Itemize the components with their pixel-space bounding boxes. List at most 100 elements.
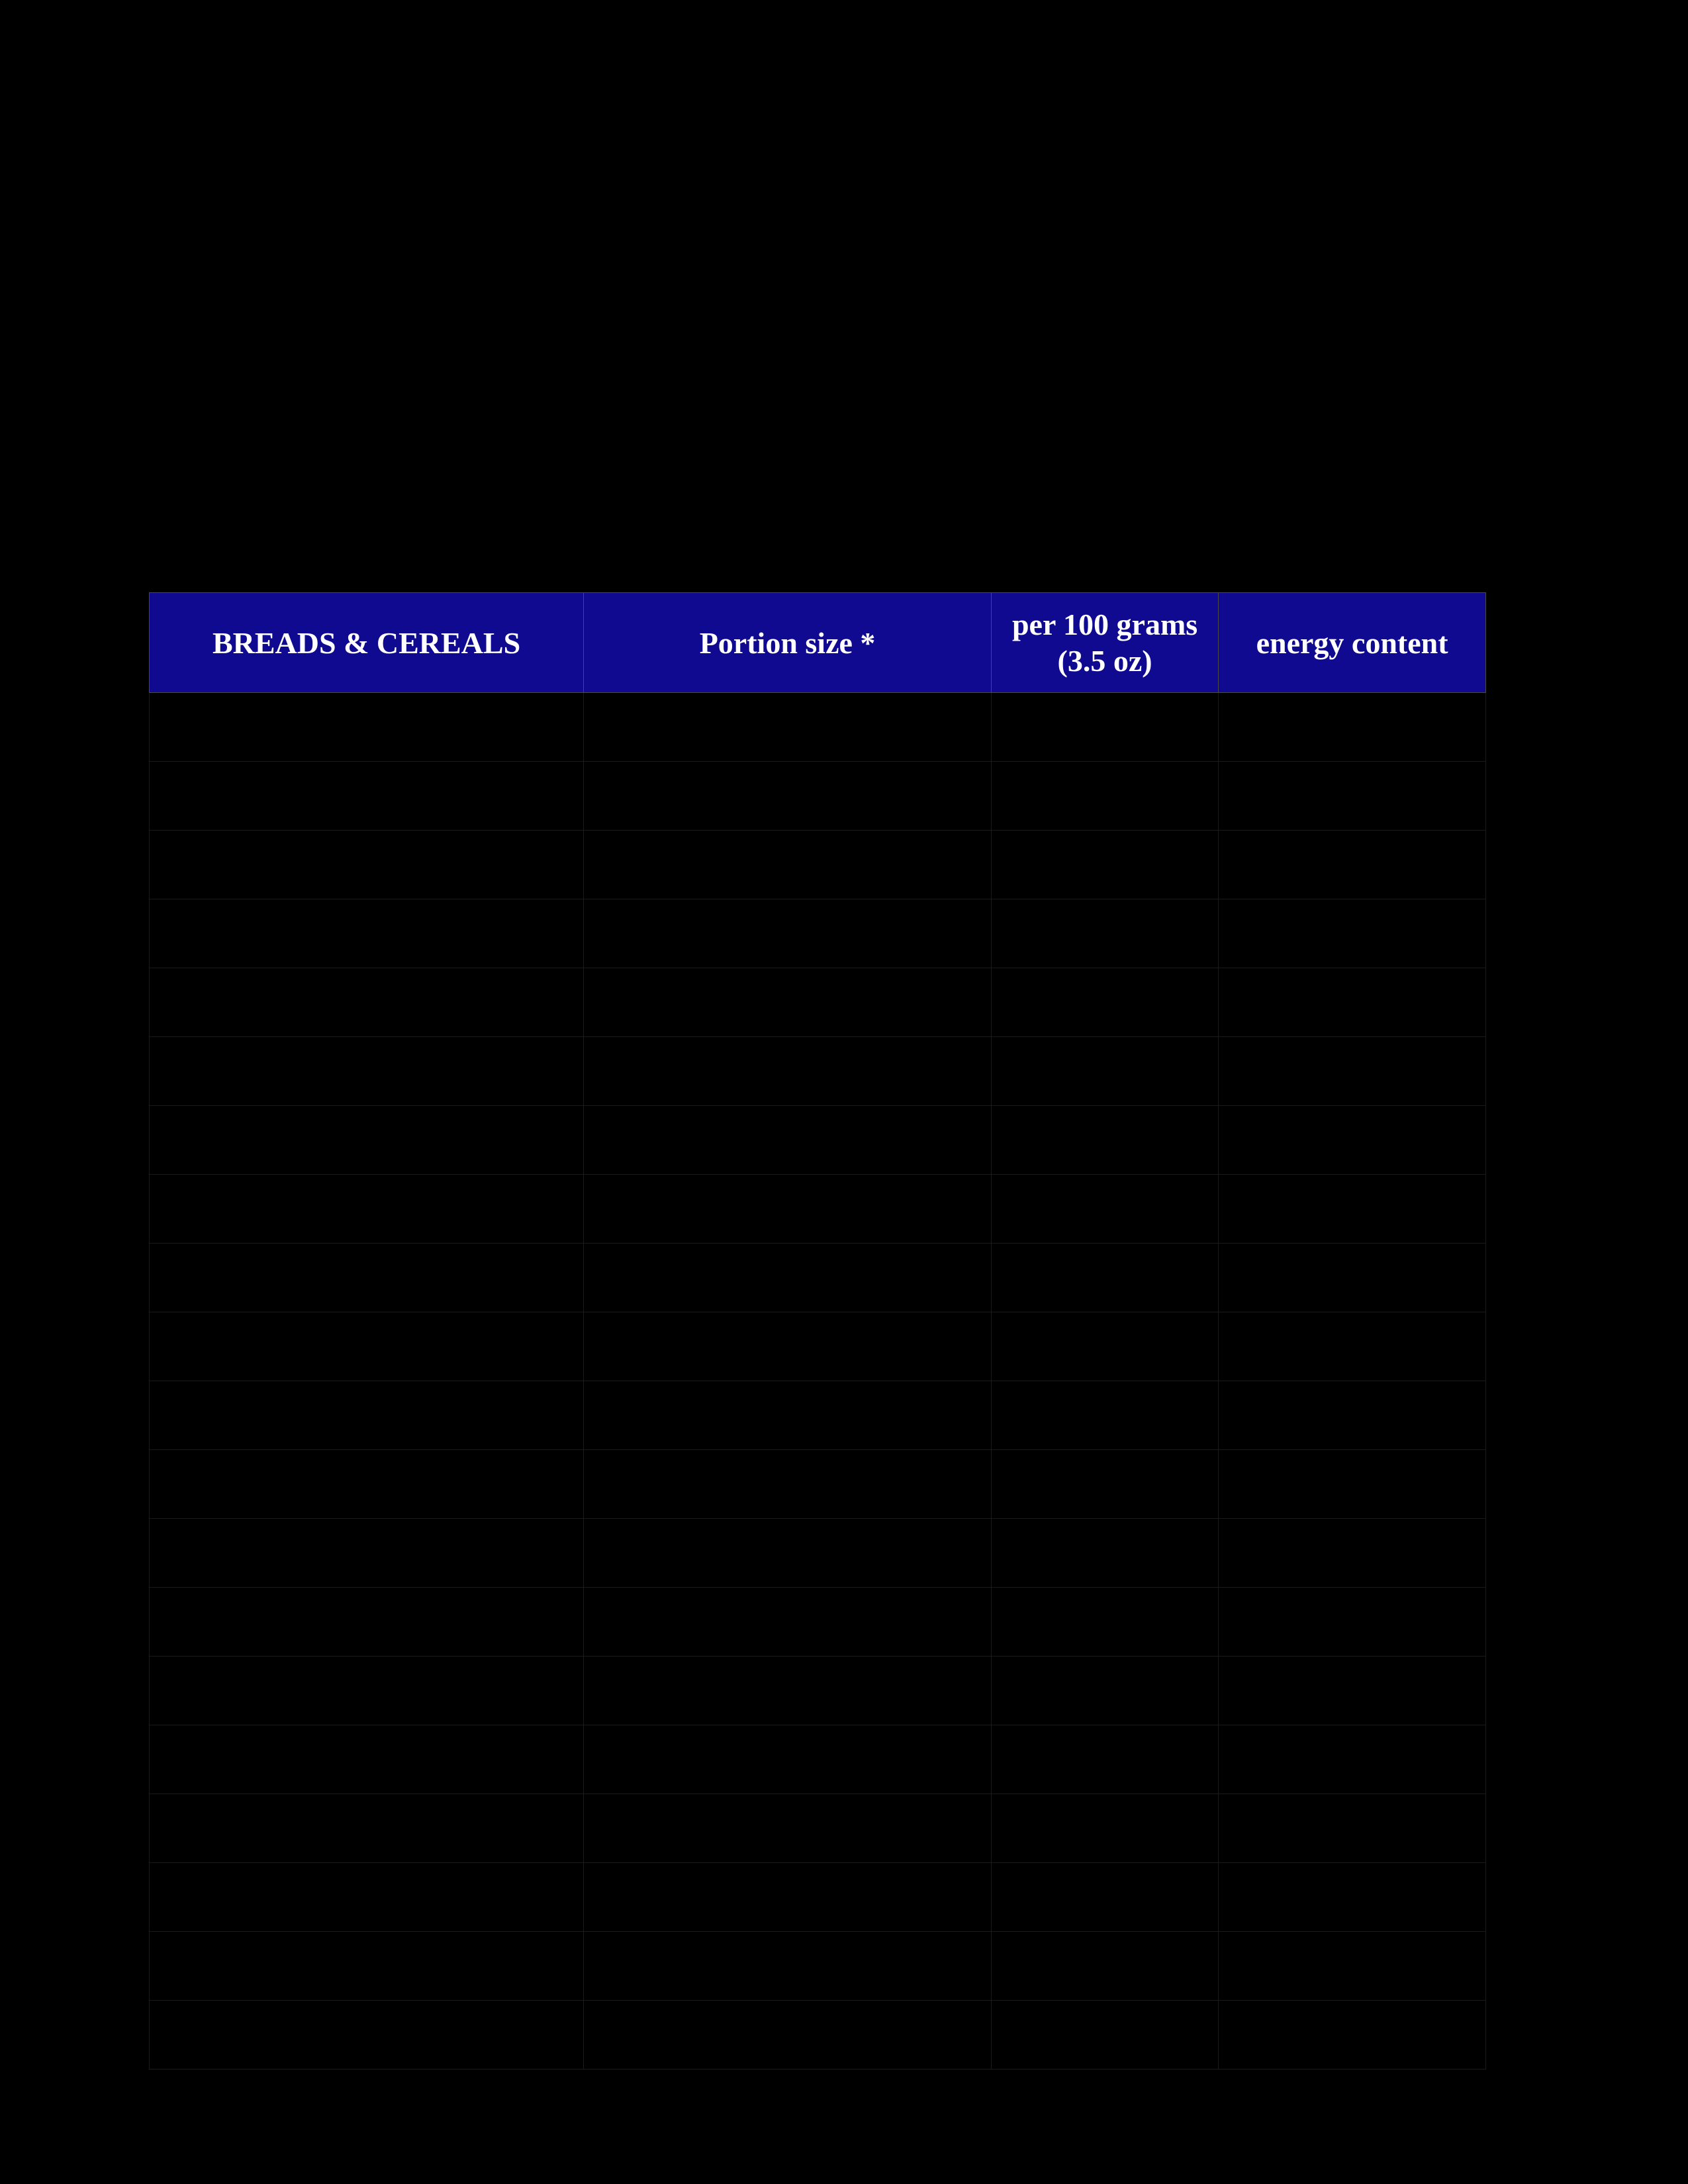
- table-cell: [150, 1863, 584, 1932]
- column-header-energy: energy content: [1219, 593, 1486, 693]
- table-cell: [584, 1794, 992, 1863]
- table-cell: [1219, 899, 1486, 968]
- table-cell: [150, 2001, 584, 2070]
- table-row: [150, 762, 1486, 831]
- table-cell: [584, 1312, 992, 1381]
- table-cell: [1219, 1037, 1486, 1106]
- table-cell: [150, 693, 584, 762]
- nutrition-table-container: BREADS & CEREALS Portion size * per 100 …: [149, 592, 1486, 2070]
- table-cell: [150, 831, 584, 899]
- nutrition-table: BREADS & CEREALS Portion size * per 100 …: [149, 592, 1486, 2070]
- table-cell: [991, 1657, 1218, 1725]
- table-cell: [1219, 1450, 1486, 1519]
- table-cell: [991, 1106, 1218, 1175]
- table-cell: [584, 1450, 992, 1519]
- table-cell: [150, 1381, 584, 1450]
- table-cell: [584, 1657, 992, 1725]
- table-cell: [991, 762, 1218, 831]
- table-cell: [584, 1725, 992, 1794]
- table-cell: [584, 1863, 992, 1932]
- table-row: [150, 831, 1486, 899]
- column-header-per100g: per 100 grams (3.5 oz): [991, 593, 1218, 693]
- table-cell: [1219, 693, 1486, 762]
- table-row: [150, 1725, 1486, 1794]
- table-row: [150, 1312, 1486, 1381]
- table-cell: [1219, 1381, 1486, 1450]
- table-cell: [1219, 1863, 1486, 1932]
- table-cell: [1219, 1244, 1486, 1312]
- column-header-per100g-line1: per 100 grams: [1012, 608, 1197, 641]
- table-cell: [991, 1244, 1218, 1312]
- table-cell: [150, 968, 584, 1037]
- table-row: [150, 1037, 1486, 1106]
- table-cell: [584, 1037, 992, 1106]
- table-cell: [991, 1863, 1218, 1932]
- table-row: [150, 1932, 1486, 2001]
- table-cell: [150, 1106, 584, 1175]
- table-cell: [584, 1381, 992, 1450]
- table-cell: [1219, 1519, 1486, 1588]
- table-cell: [991, 968, 1218, 1037]
- table-row: [150, 1175, 1486, 1244]
- table-header-row: BREADS & CEREALS Portion size * per 100 …: [150, 593, 1486, 693]
- table-cell: [150, 1794, 584, 1863]
- table-row: [150, 693, 1486, 762]
- table-cell: [991, 1519, 1218, 1588]
- table-cell: [1219, 968, 1486, 1037]
- table-cell: [150, 1657, 584, 1725]
- table-cell: [991, 1932, 1218, 2001]
- table-row: [150, 1794, 1486, 1863]
- table-cell: [150, 1725, 584, 1794]
- table-cell: [150, 899, 584, 968]
- table-cell: [150, 1588, 584, 1657]
- table-cell: [991, 1725, 1218, 1794]
- table-cell: [1219, 1175, 1486, 1244]
- table-row: [150, 1519, 1486, 1588]
- table-row: [150, 1244, 1486, 1312]
- table-cell: [991, 1794, 1218, 1863]
- table-cell: [1219, 1725, 1486, 1794]
- table-cell: [584, 1244, 992, 1312]
- table-cell: [991, 1588, 1218, 1657]
- table-cell: [150, 762, 584, 831]
- table-body: [150, 693, 1486, 2070]
- column-header-food: BREADS & CEREALS: [150, 593, 584, 693]
- column-header-portion: Portion size *: [584, 593, 992, 693]
- table-row: [150, 1657, 1486, 1725]
- table-cell: [1219, 1312, 1486, 1381]
- table-cell: [991, 693, 1218, 762]
- table-cell: [1219, 762, 1486, 831]
- table-cell: [584, 762, 992, 831]
- table-cell: [150, 1450, 584, 1519]
- table-cell: [1219, 1588, 1486, 1657]
- table-cell: [1219, 1794, 1486, 1863]
- table-cell: [584, 831, 992, 899]
- table-cell: [584, 1519, 992, 1588]
- table-cell: [584, 1175, 992, 1244]
- table-cell: [991, 1381, 1218, 1450]
- table-cell: [991, 1312, 1218, 1381]
- table-row: [150, 899, 1486, 968]
- table-row: [150, 1106, 1486, 1175]
- table-row: [150, 1450, 1486, 1519]
- table-cell: [584, 899, 992, 968]
- table-row: [150, 1588, 1486, 1657]
- table-cell: [150, 1175, 584, 1244]
- table-cell: [991, 1175, 1218, 1244]
- table-cell: [584, 693, 992, 762]
- table-cell: [1219, 831, 1486, 899]
- table-cell: [584, 1106, 992, 1175]
- table-cell: [584, 1932, 992, 2001]
- table-cell: [1219, 1932, 1486, 2001]
- table-header: BREADS & CEREALS Portion size * per 100 …: [150, 593, 1486, 693]
- table-cell: [584, 2001, 992, 2070]
- table-row: [150, 968, 1486, 1037]
- table-cell: [150, 1244, 584, 1312]
- table-row: [150, 1381, 1486, 1450]
- table-cell: [991, 1450, 1218, 1519]
- table-cell: [1219, 1657, 1486, 1725]
- table-cell: [150, 1037, 584, 1106]
- table-cell: [991, 2001, 1218, 2070]
- table-cell: [991, 899, 1218, 968]
- page-container: BREADS & CEREALS Portion size * per 100 …: [0, 0, 1688, 2184]
